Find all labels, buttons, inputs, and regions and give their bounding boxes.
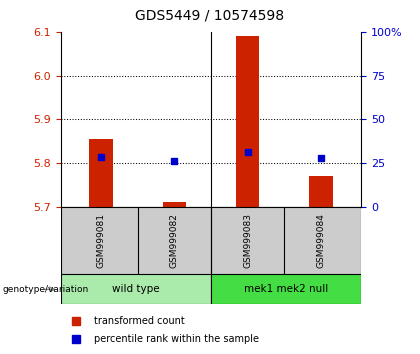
Text: transformed count: transformed count (94, 316, 185, 326)
Bar (236, 36, 260, 207)
Text: GSM999081: GSM999081 (97, 213, 106, 268)
Bar (309, 176, 333, 207)
Bar (89, 139, 113, 207)
Text: GDS5449 / 10574598: GDS5449 / 10574598 (135, 9, 285, 23)
Text: genotype/variation: genotype/variation (2, 285, 88, 294)
Text: GSM999083: GSM999083 (243, 213, 252, 268)
Bar (163, 202, 186, 207)
Text: GSM999084: GSM999084 (316, 213, 326, 268)
Bar (211, 274, 361, 304)
Text: mek1 mek2 null: mek1 mek2 null (244, 284, 328, 295)
Bar (61, 274, 211, 304)
Text: percentile rank within the sample: percentile rank within the sample (94, 334, 259, 344)
Text: wild type: wild type (112, 284, 160, 295)
Text: GSM999082: GSM999082 (170, 213, 179, 268)
